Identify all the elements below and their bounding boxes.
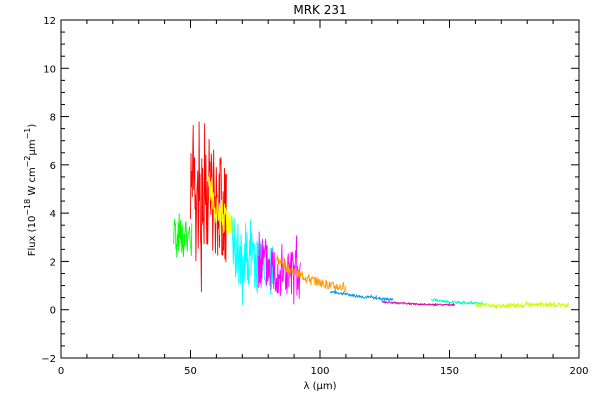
y-tick-label: 12 [43, 16, 56, 27]
series-line-1 [173, 213, 193, 258]
y-tick-label: 10 [43, 64, 56, 75]
y-tick-label: 4 [50, 209, 56, 220]
series-line-6 [275, 255, 347, 293]
y-axis-label-exponent-1: −18 [23, 199, 32, 216]
y-axis-label-prefix: Flux (10 [27, 216, 38, 257]
series-line-2 [190, 121, 228, 293]
chart-title: MRK 231 [293, 3, 346, 17]
x-tick-label: 150 [440, 366, 459, 377]
x-axis-label: λ (μm) [303, 381, 336, 392]
series-line-5 [257, 231, 302, 305]
y-tick-label: 0 [50, 306, 56, 317]
series-line-9 [430, 298, 484, 305]
x-tick-label: 50 [184, 366, 197, 377]
y-tick-label: −2 [41, 354, 56, 365]
y-tick-label: 2 [50, 257, 56, 268]
y-axis-label-suffix: ) [27, 124, 38, 128]
y-axis-label-unit: μm [27, 139, 38, 155]
series-line-7 [329, 289, 393, 302]
y-axis-label-exponent-3: −1 [23, 128, 32, 140]
x-tick-label: 200 [569, 366, 588, 377]
x-tick-label: 0 [58, 366, 64, 377]
series-line-3 [208, 176, 235, 235]
y-tick-label: 6 [50, 161, 56, 172]
y-axis-label-exponent-2: −2 [23, 156, 32, 168]
y-axis-label-middle: W cm [27, 167, 38, 198]
series-line-10 [475, 300, 570, 310]
series-line-8 [381, 300, 456, 307]
y-tick-label: 8 [50, 113, 56, 124]
y-axis-label: Flux (10−18 W cm−2μm−1) [23, 124, 38, 257]
series-layer [173, 121, 570, 310]
x-tick-label: 100 [310, 366, 329, 377]
